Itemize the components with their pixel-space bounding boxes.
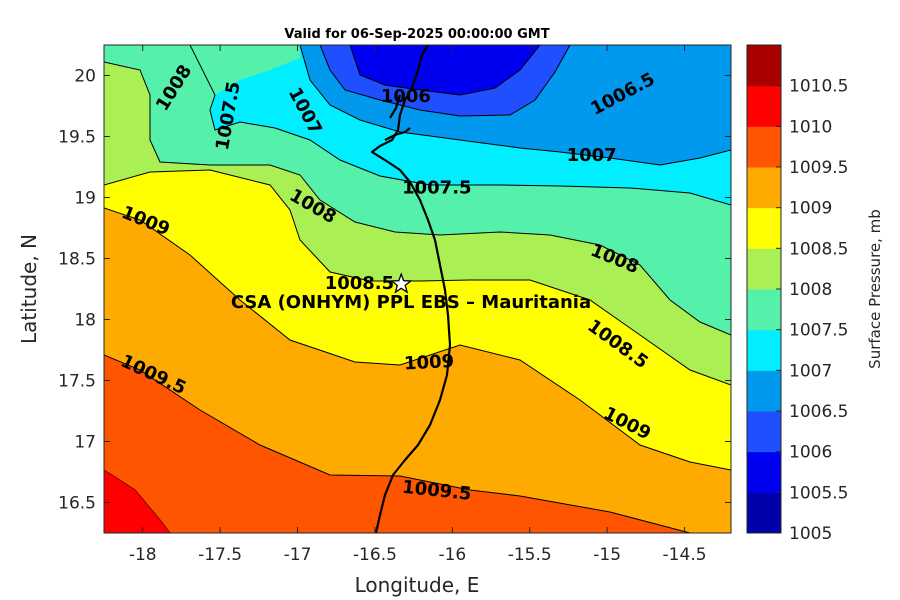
- y-axis-ticks: 16.5 17 17.5 18 18.5 19 19.5 20: [58, 67, 731, 514]
- colorbar-frame: [746, 44, 782, 534]
- chart-title: Valid for 06-Sep-2025 00:00:00 GMT: [284, 27, 549, 42]
- colorbar-tick-label: 1006: [789, 443, 832, 463]
- colorbar-label: Surface Pressure, mb: [866, 209, 884, 369]
- coastline-islands: [384, 94, 411, 141]
- y-tick-label: 18: [74, 311, 96, 331]
- colorbar-segment: [747, 167, 781, 209]
- band-1010: [104, 470, 170, 533]
- site-star-icon: [389, 272, 413, 294]
- colorbar-tick-label: 1005: [789, 524, 832, 544]
- x-tick-label: -15.5: [508, 545, 552, 565]
- colorbar-tick-label: 1009.5: [789, 158, 848, 178]
- coastline: [370, 45, 452, 533]
- y-tick-label: 18.5: [58, 250, 96, 270]
- y-tick-label: 19: [74, 189, 96, 209]
- colorbar-tick-label: 1009: [789, 199, 832, 219]
- colorbar-tick-label: 1007: [789, 361, 832, 381]
- colorbar-tick-label: 1008.5: [789, 239, 848, 259]
- colorbar-segment: [747, 411, 781, 453]
- plot-frame: [103, 44, 732, 534]
- contour-label: 1006: [381, 86, 431, 107]
- colorbar-tick-label: 1010.5: [789, 77, 848, 97]
- x-axis-ticks: -18 -17.5 -17 -16.5 -16 -15.5 -15 -14.5: [129, 45, 707, 565]
- x-tick-label: -16: [438, 545, 466, 565]
- y-tick-label: 20: [74, 67, 96, 87]
- x-tick-label: -15: [593, 545, 621, 565]
- colorbar-tick-label: 1005.5: [789, 483, 848, 503]
- y-tick-label: 17.5: [58, 372, 96, 392]
- contour-label: 1008.5: [325, 273, 394, 294]
- colorbar: 1005 1005.5 1006 1006.5 1007 1007.5 1008 1008.5…: [747, 45, 848, 544]
- site-annotation: CSA (ONHYM) PPL EBS – Mauritania: [231, 292, 591, 313]
- colorbar-segment: [747, 207, 781, 249]
- colorbar-segment: [747, 492, 781, 534]
- contour-label: 1007.5: [402, 178, 471, 199]
- contour-label: 1007: [567, 145, 617, 166]
- y-tick-label: 17: [74, 433, 96, 453]
- colorbar-tick-label: 1008: [789, 280, 832, 300]
- colorbar-segment: [747, 289, 781, 331]
- site-marker: [389, 272, 413, 294]
- x-axis-label: Longitude, E: [355, 573, 480, 597]
- y-tick-label: 19.5: [58, 128, 96, 148]
- colorbar-tick-label: 1007.5: [789, 321, 848, 341]
- x-tick-label: -17.5: [198, 545, 242, 565]
- colorbar-tick-label: 1010: [789, 117, 832, 137]
- contour-label: 1009: [404, 351, 455, 375]
- x-tick-label: -16.5: [353, 545, 397, 565]
- x-tick-label: -17: [284, 545, 312, 565]
- y-axis-label: Latitude, N: [17, 234, 41, 344]
- colorbar-segment: [747, 329, 781, 371]
- x-tick-label: -14.5: [663, 545, 707, 565]
- y-tick-label: 16.5: [58, 494, 96, 514]
- colorbar-segment: [747, 370, 781, 412]
- colorbar-segment: [747, 248, 781, 290]
- colorbar-segment: [747, 451, 781, 493]
- colorbar-segment: [747, 85, 781, 127]
- band-1005.5: [350, 45, 540, 95]
- colorbar-segment: [747, 126, 781, 168]
- x-tick-label: -18: [129, 545, 157, 565]
- colorbar-segment: [747, 45, 781, 87]
- colorbar-tick-label: 1006.5: [789, 402, 848, 422]
- filled-contours: [104, 45, 731, 533]
